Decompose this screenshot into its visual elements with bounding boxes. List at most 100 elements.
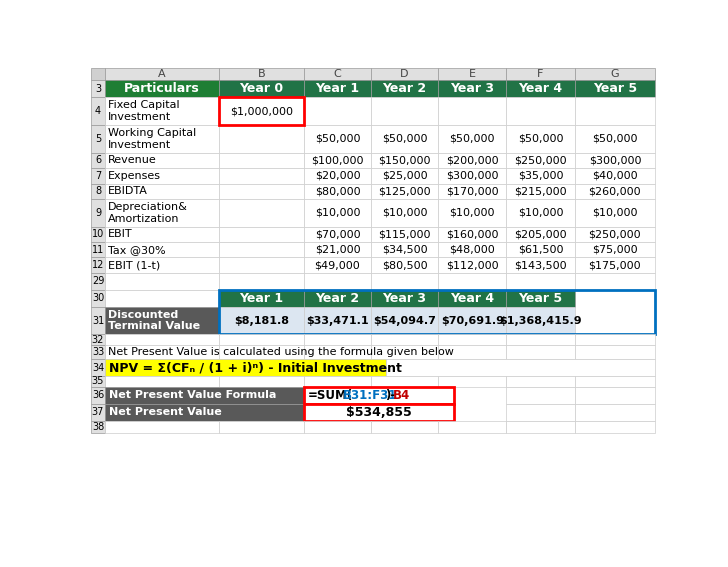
- Bar: [105, 345, 219, 359]
- Text: Year 4: Year 4: [450, 292, 494, 305]
- Bar: [304, 98, 371, 125]
- Text: Depreciation&
Amortization: Depreciation& Amortization: [108, 202, 188, 223]
- Text: $250,000: $250,000: [514, 155, 567, 166]
- Text: $300,000: $300,000: [446, 171, 499, 181]
- Bar: [304, 421, 371, 433]
- Text: $300,000: $300,000: [589, 155, 641, 166]
- Bar: [91, 68, 105, 81]
- Bar: [507, 125, 574, 153]
- Bar: [219, 290, 655, 335]
- Bar: [574, 125, 655, 153]
- Text: $200,000: $200,000: [446, 155, 499, 166]
- Text: EBIDTA: EBIDTA: [108, 186, 148, 196]
- Text: G: G: [611, 69, 620, 79]
- Text: $21,000: $21,000: [314, 245, 360, 255]
- Text: $170,000: $170,000: [446, 186, 499, 196]
- Text: $1,368,415.9: $1,368,415.9: [499, 316, 582, 325]
- Bar: [219, 335, 304, 345]
- Bar: [507, 273, 574, 290]
- Bar: [91, 290, 105, 307]
- Bar: [304, 387, 454, 404]
- Text: $54,094.7: $54,094.7: [373, 316, 436, 325]
- Text: $80,000: $80,000: [314, 186, 360, 196]
- Text: $10,000: $10,000: [518, 208, 563, 218]
- Bar: [574, 345, 655, 359]
- Text: 33: 33: [92, 347, 104, 357]
- Text: Year 3: Year 3: [451, 82, 494, 95]
- Bar: [507, 98, 574, 125]
- Bar: [219, 98, 304, 125]
- Text: Year 5: Year 5: [518, 292, 563, 305]
- Text: $143,500: $143,500: [514, 260, 567, 270]
- Bar: [304, 404, 454, 421]
- Text: Year 4: Year 4: [518, 82, 563, 95]
- Bar: [304, 257, 371, 273]
- Text: $1,000,000: $1,000,000: [230, 106, 293, 116]
- Bar: [507, 257, 574, 273]
- Bar: [574, 421, 655, 433]
- Bar: [304, 199, 371, 227]
- Text: A: A: [158, 69, 166, 79]
- Text: $150,000: $150,000: [379, 155, 431, 166]
- Text: )-: )-: [385, 389, 395, 402]
- Text: F: F: [537, 69, 544, 79]
- Text: EBIT (1-t): EBIT (1-t): [108, 260, 160, 270]
- Text: Year 1: Year 1: [240, 292, 284, 305]
- Bar: [91, 273, 105, 290]
- Bar: [219, 227, 304, 242]
- Bar: [91, 359, 105, 376]
- Bar: [304, 81, 371, 98]
- Text: $34,500: $34,500: [381, 245, 427, 255]
- Bar: [507, 153, 574, 168]
- Bar: [304, 290, 371, 307]
- Bar: [371, 345, 438, 359]
- Text: Working Capital
Investment: Working Capital Investment: [108, 128, 197, 150]
- Bar: [438, 98, 507, 125]
- Bar: [105, 98, 219, 125]
- Text: $260,000: $260,000: [588, 186, 641, 196]
- Text: $35,000: $35,000: [518, 171, 563, 181]
- Bar: [371, 290, 438, 307]
- Bar: [304, 168, 371, 184]
- Text: 7: 7: [95, 171, 101, 181]
- Text: 4: 4: [95, 106, 101, 116]
- Text: $115,000: $115,000: [379, 230, 431, 239]
- Bar: [438, 307, 507, 335]
- Text: 10: 10: [92, 230, 104, 239]
- Bar: [304, 242, 371, 257]
- Bar: [371, 125, 438, 153]
- Text: $70,000: $70,000: [314, 230, 360, 239]
- Text: $112,000: $112,000: [446, 260, 499, 270]
- Text: $50,000: $50,000: [450, 134, 495, 144]
- Bar: [438, 376, 507, 387]
- Bar: [304, 227, 371, 242]
- Bar: [219, 345, 304, 359]
- Bar: [105, 184, 219, 199]
- Bar: [371, 199, 438, 227]
- Bar: [507, 335, 574, 345]
- Text: $205,000: $205,000: [514, 230, 567, 239]
- Bar: [91, 242, 105, 257]
- Text: 32: 32: [92, 335, 104, 345]
- Text: Year 2: Year 2: [382, 82, 427, 95]
- Bar: [507, 227, 574, 242]
- Bar: [387, 359, 655, 376]
- Bar: [507, 345, 574, 359]
- Bar: [371, 184, 438, 199]
- Bar: [371, 242, 438, 257]
- Text: Year 2: Year 2: [315, 292, 360, 305]
- Bar: [438, 227, 507, 242]
- Bar: [438, 421, 507, 433]
- Text: Tax @30%: Tax @30%: [108, 245, 166, 255]
- Bar: [91, 257, 105, 273]
- Text: $10,000: $10,000: [314, 208, 360, 218]
- Bar: [438, 273, 507, 290]
- Text: 37: 37: [92, 407, 104, 417]
- Text: 3: 3: [95, 84, 101, 94]
- Text: B31:F31: B31:F31: [343, 389, 397, 402]
- Text: Net Present Value is calculated using the formula given below: Net Present Value is calculated using th…: [108, 347, 454, 357]
- Bar: [574, 376, 655, 387]
- Bar: [371, 335, 438, 345]
- Text: Revenue: Revenue: [108, 155, 157, 166]
- Bar: [304, 273, 371, 290]
